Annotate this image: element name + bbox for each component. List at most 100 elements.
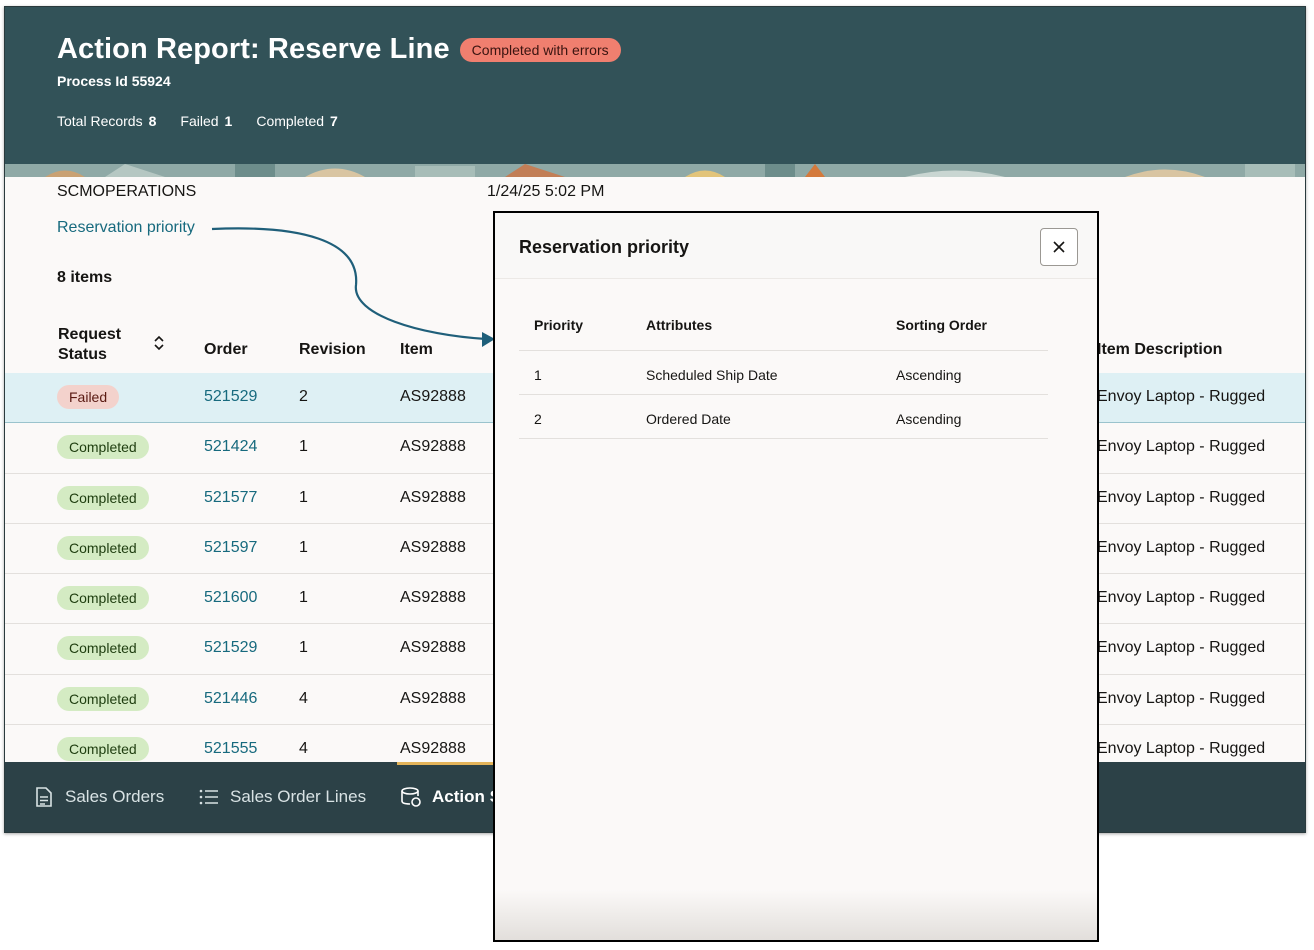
item-cell: AS92888 [400,438,466,456]
item-description-cell: Envoy Laptop - Rugged [1097,388,1266,405]
revision-cell: 1 [299,488,308,506]
stat-failed: Failed 1 [180,113,232,129]
item-cell: AS92888 [400,488,466,506]
column-header-item: Item [400,341,433,358]
revision-cell: 2 [299,388,308,405]
banner-pattern [5,164,1305,177]
page-header: Action Report: Reserve Line Completed wi… [5,7,1305,164]
revision-cell: 1 [299,639,308,657]
report-date: 1/24/25 5:02 PM [487,183,605,200]
close-icon [1053,241,1065,253]
order-link[interactable]: 521577 [204,488,258,506]
order-link[interactable]: 521555 [204,740,258,758]
stat-value: 1 [224,113,233,129]
record-stats: Total Records 8 Failed 1 Completed 7 [57,113,362,129]
revision-cell: 1 [299,538,308,556]
table-row[interactable]: Completed 521446 4 AS92888 Envoy Laptop … [5,675,1305,726]
priority-table: Priority Attributes Sorting Order 1 Sche… [519,299,1048,439]
document-icon [36,787,52,807]
column-header-request-status[interactable]: Request Status [58,325,138,365]
status-badge: Completed [57,636,149,661]
order-link[interactable]: 521600 [204,589,258,607]
status-badge: Completed [57,435,149,460]
status-cell: Completed [57,586,149,611]
column-header-item-description: Item Description [1097,341,1223,358]
reservation-priority-link[interactable]: Reservation priority [57,219,195,236]
item-description-cell: Envoy Laptop - Rugged [1097,740,1266,758]
attribute-cell: Ordered Date [646,411,731,427]
sorting-cell: Ascending [896,411,962,427]
status-badge: Completed [57,686,149,711]
nav-label: Sales Order Lines [230,787,367,806]
order-link[interactable]: 521597 [204,538,258,556]
column-header-sorting-order: Sorting Order [896,317,988,333]
revision-cell: 4 [299,740,308,758]
status-cell: Completed [57,737,149,762]
order-link[interactable]: 521529 [204,388,258,405]
sort-icon[interactable] [153,335,165,351]
order-link[interactable]: 521446 [204,689,258,707]
dialog-title: Reservation priority [519,237,690,257]
revision-cell: 1 [299,589,308,607]
reservation-priority-dialog: Reservation priority Priority Attributes… [493,211,1099,942]
stat-label: Completed [256,113,325,129]
order-link[interactable]: 521529 [204,639,258,657]
status-badge: Completed [57,737,149,762]
table-header: Request Status Order Revision Item Item … [5,315,1305,373]
item-cell: AS92888 [400,589,466,607]
priority-table-header: Priority Attributes Sorting Order [519,299,1048,351]
stat-value: 7 [330,113,338,129]
status-badge: Failed [57,385,120,409]
status-badge: Completed [57,535,149,560]
item-description-cell: Envoy Laptop - Rugged [1097,589,1266,607]
status-cell: Failed [57,385,120,409]
status-cell: Completed [57,686,149,711]
status-cell: Completed [57,535,149,560]
item-description-cell: Envoy Laptop - Rugged [1097,438,1266,456]
status-badge: Completed [57,485,149,510]
stat-label: Failed [180,113,219,129]
nav-label: Sales Orders [65,787,165,806]
attribute-cell: Scheduled Ship Date [646,367,778,383]
action-report-icon [401,787,421,807]
column-header-revision: Revision [299,341,366,358]
nav-item-action-report[interactable]: Action S [400,762,501,832]
nav-label: Action S [432,787,501,806]
dialog-header: Reservation priority [495,213,1097,279]
column-header-order: Order [204,341,248,358]
item-description-cell: Envoy Laptop - Rugged [1097,488,1266,506]
column-label: Request Status [58,326,122,363]
stat-value: 8 [148,113,157,129]
revision-cell: 4 [299,689,308,707]
priority-cell: 1 [534,367,542,383]
status-cell: Completed [57,485,149,510]
sorting-cell: Ascending [896,367,962,383]
item-cell: AS92888 [400,538,466,556]
item-cell: AS92888 [400,689,466,707]
status-badge: Completed [57,586,149,611]
nav-item-sales-order-lines[interactable]: Sales Order Lines [198,762,366,832]
status-cell: Completed [57,636,149,661]
nav-item-sales-orders[interactable]: Sales Orders [33,762,164,832]
item-cell: AS92888 [400,740,466,758]
column-header-attributes: Attributes [646,317,713,333]
decorative-banner [5,164,1305,177]
page-title: Action Report: Reserve Line [57,33,450,65]
report-status-badge: Completed with errors [459,37,621,62]
priority-cell: 2 [534,411,542,427]
order-link[interactable]: 521424 [204,438,258,456]
items-count: 8 items [57,269,113,286]
stat-completed: Completed 7 [256,113,338,129]
close-button[interactable] [1040,228,1078,266]
priority-row: 1 Scheduled Ship Date Ascending [519,351,1048,395]
item-cell: AS92888 [400,639,466,657]
item-description-cell: Envoy Laptop - Rugged [1097,639,1266,657]
item-description-cell: Envoy Laptop - Rugged [1097,538,1266,556]
user-name: SCMOPERATIONS [57,183,197,200]
item-cell: AS92888 [400,388,466,405]
title-row: Action Report: Reserve Line Completed wi… [57,33,621,66]
status-cell: Completed [57,435,149,460]
process-id: Process Id 55924 [57,73,171,89]
column-header-priority: Priority [534,317,584,333]
item-description-cell: Envoy Laptop - Rugged [1097,689,1266,707]
